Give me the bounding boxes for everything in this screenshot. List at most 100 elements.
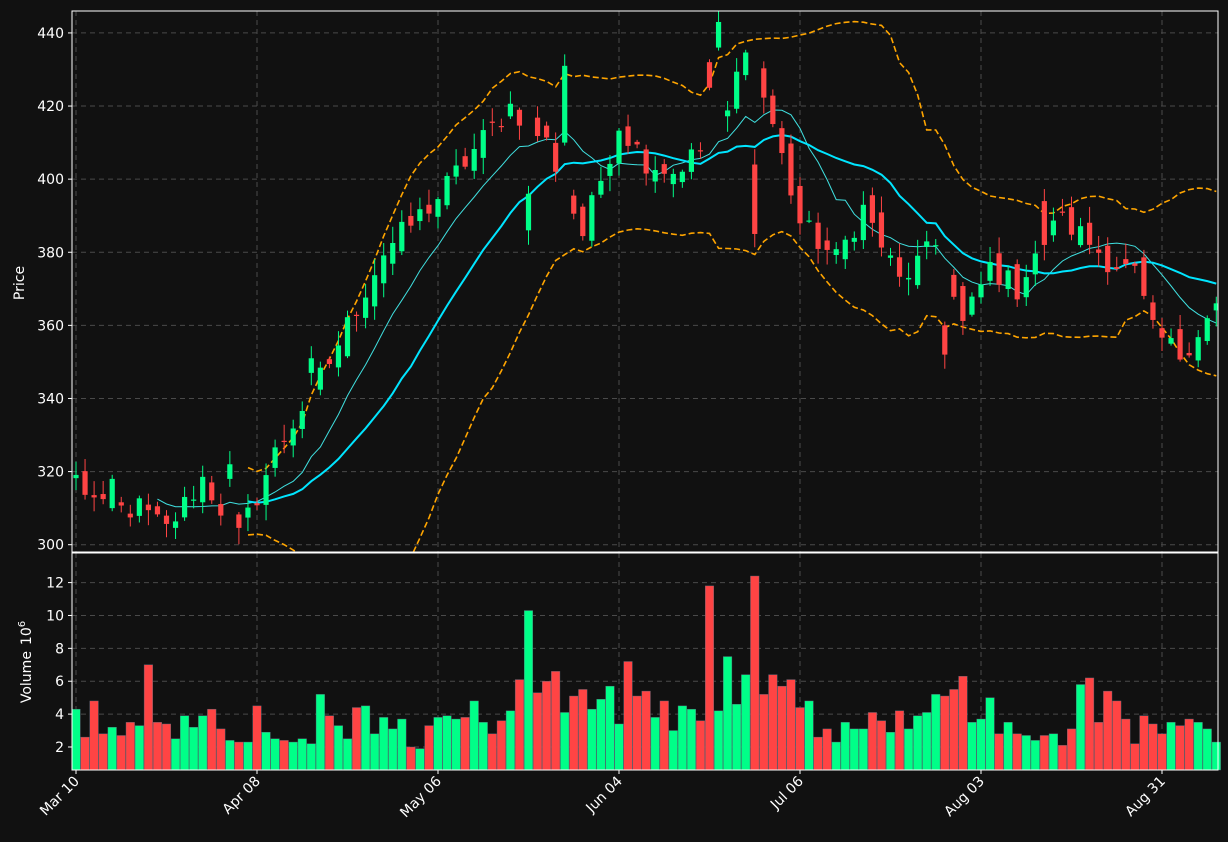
candle-body xyxy=(869,195,875,223)
candle xyxy=(1096,235,1102,267)
volume-bar xyxy=(469,700,479,771)
volume-bar xyxy=(1166,722,1176,771)
candle-body xyxy=(788,143,794,196)
candle-body xyxy=(182,496,188,518)
volume-bar xyxy=(107,727,117,771)
candle xyxy=(127,504,133,527)
candle xyxy=(73,461,79,491)
volume-bar xyxy=(279,740,289,771)
candle xyxy=(390,226,396,276)
volume-bar xyxy=(261,731,271,771)
volume-bar xyxy=(1130,743,1140,771)
candle xyxy=(471,133,477,180)
candle-body xyxy=(290,428,296,446)
volume-bar xyxy=(524,610,534,771)
candle-body xyxy=(1159,328,1165,338)
candle-body xyxy=(127,513,133,518)
candle xyxy=(1213,296,1218,327)
volume-bar xyxy=(587,708,597,771)
candle xyxy=(851,231,857,251)
candle-body xyxy=(1023,277,1029,298)
candle xyxy=(163,510,170,538)
volume-panel-frame xyxy=(71,552,1219,771)
candle xyxy=(969,292,975,317)
candle xyxy=(299,401,305,439)
candle-body xyxy=(91,495,97,498)
candle xyxy=(652,156,658,193)
candle xyxy=(326,356,332,369)
volume-bar xyxy=(71,708,81,771)
volume-bar xyxy=(306,743,316,771)
volume-bar xyxy=(922,712,932,771)
candle-body xyxy=(1014,264,1020,300)
candle xyxy=(462,147,468,170)
volume-axis-multiplier-base: 10 xyxy=(19,627,35,645)
volume-bar xyxy=(288,741,298,771)
volume-bar xyxy=(804,700,814,771)
candle-body xyxy=(308,358,314,373)
price-tick-label: 360 xyxy=(37,318,64,334)
candle-body xyxy=(1114,267,1120,269)
candle-body xyxy=(643,149,649,174)
candle-body xyxy=(1005,270,1011,290)
volume-bar xyxy=(1202,728,1212,771)
candle xyxy=(824,227,830,265)
price-tick-label: 380 xyxy=(37,245,64,261)
volume-bar xyxy=(695,720,705,771)
volume-axis-ticks: 2 4 6 8 10 12 xyxy=(46,576,72,756)
volume-bar xyxy=(677,705,687,771)
candle xyxy=(453,149,459,185)
candle-body xyxy=(779,128,785,154)
volume-bar xyxy=(379,717,389,771)
candle xyxy=(788,134,794,204)
candle xyxy=(806,210,812,224)
candle-body xyxy=(978,284,984,298)
candle xyxy=(697,142,704,159)
candle-body xyxy=(571,195,577,214)
candle-body xyxy=(444,175,450,206)
candle xyxy=(869,187,875,237)
price-tick-label: 320 xyxy=(37,465,64,481)
candle xyxy=(978,271,984,304)
candle-body xyxy=(842,239,848,260)
volume-bar xyxy=(858,728,868,771)
candle xyxy=(209,475,215,504)
candle-body xyxy=(715,21,722,48)
candle xyxy=(1059,198,1066,216)
candle-body xyxy=(697,150,704,152)
candle xyxy=(317,361,323,396)
price-tick-label: 300 xyxy=(37,538,64,554)
volume-bar xyxy=(650,717,660,771)
candle-body xyxy=(1213,303,1218,311)
candle-body xyxy=(878,212,885,248)
candle-body xyxy=(462,156,468,167)
candle-body xyxy=(118,502,124,506)
candle-body xyxy=(851,237,857,242)
candle-body xyxy=(951,274,957,297)
candle xyxy=(100,481,106,505)
volume-bar xyxy=(487,733,497,771)
candle xyxy=(761,61,767,114)
candle-body xyxy=(743,52,749,76)
volume-bar xyxy=(1103,690,1113,771)
candle xyxy=(1168,328,1174,346)
volume-bar xyxy=(514,679,524,771)
volume-bar xyxy=(605,685,615,771)
candle xyxy=(516,107,523,140)
volume-bar xyxy=(361,705,371,771)
candle xyxy=(381,243,387,298)
candle-body xyxy=(1041,201,1047,245)
candle-body xyxy=(598,180,604,195)
volume-bar xyxy=(1030,740,1040,771)
candle-body xyxy=(887,255,894,258)
price-gridlines xyxy=(72,32,1218,546)
candle-body xyxy=(1096,249,1102,253)
candle xyxy=(1105,237,1111,285)
candle-body xyxy=(860,204,866,241)
candle xyxy=(670,168,676,198)
candle-body xyxy=(353,314,360,316)
candle-body xyxy=(335,345,342,368)
volume-bar xyxy=(614,723,624,771)
candle-body xyxy=(1050,220,1056,236)
